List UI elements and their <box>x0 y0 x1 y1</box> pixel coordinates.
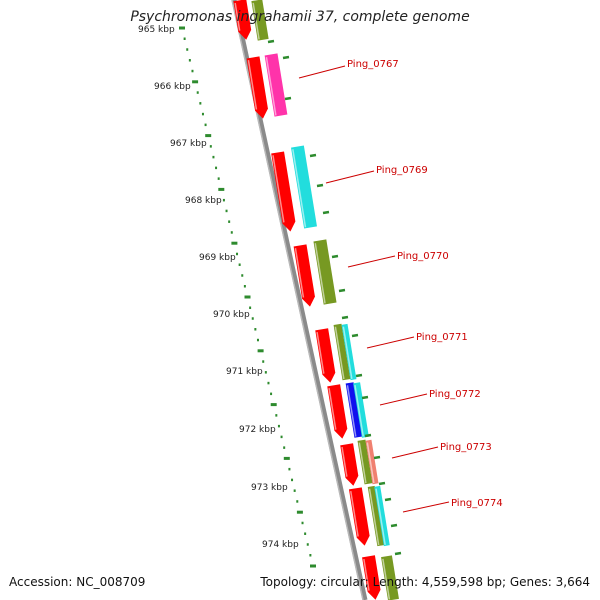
callout-leader-line <box>298 65 346 79</box>
gene-label[interactable]: Ping_0767 <box>347 59 399 70</box>
gene-label[interactable]: Ping_0772 <box>429 389 481 400</box>
gene-block-highlight <box>346 385 357 437</box>
cds-arrow <box>340 443 359 486</box>
gene-block-highlight <box>358 442 367 484</box>
gene-block-highlight <box>334 326 345 380</box>
gene-block-highlight <box>375 488 386 545</box>
ruler-label: 969 kbp <box>199 253 236 263</box>
cds-arrow <box>293 244 315 307</box>
gene-block-highlight <box>366 442 375 484</box>
gene-label[interactable]: Ping_0773 <box>440 442 492 453</box>
cds-arrow-highlight <box>247 60 258 110</box>
ruler-labels: 965 kbp 966 kbp 967 kbp 968 kbp 969 kbp 970 k… <box>138 25 299 550</box>
gene-block-highlight <box>314 243 326 304</box>
gene-label[interactable]: Ping_0771 <box>416 332 468 343</box>
map-title: Psychromonas ingrahamii 37, complete gen… <box>130 9 470 25</box>
feature-tick <box>267 39 275 44</box>
cds-arrow <box>315 328 336 383</box>
ruler-label: 966 kbp <box>154 82 191 92</box>
cds-arrow-highlight <box>234 2 241 31</box>
gene-block-highlight <box>252 2 260 40</box>
gene-block-highlight <box>342 326 353 380</box>
gene-block-highlight <box>292 149 307 228</box>
cds-arrow <box>246 56 268 119</box>
gene-block <box>313 239 337 305</box>
features <box>233 0 402 600</box>
cds-arrow <box>233 0 252 40</box>
cds-arrow-highlight <box>294 248 305 298</box>
feature-tick <box>316 183 324 188</box>
feature-tick <box>331 254 339 259</box>
cds-arrow-highlight <box>341 446 348 477</box>
feature-tick <box>341 315 349 320</box>
feature-tick <box>373 455 381 460</box>
feature-tick <box>338 288 346 293</box>
feature-tick <box>282 55 290 60</box>
feature-tick <box>364 433 372 438</box>
callout-leader-line <box>325 170 375 184</box>
gene-callouts: Ping_0767 Ping_0769 Ping_0770 Ping_0771 Ping… <box>298 59 503 513</box>
cds-arrow <box>348 487 370 546</box>
genome-summary-text: Topology: circular; Length: 4,559,598 bp… <box>260 575 590 589</box>
gene-block-highlight <box>368 488 380 546</box>
cds-arrow <box>362 555 381 600</box>
feature-tick <box>322 210 330 215</box>
cds-arrow-highlight <box>328 388 337 430</box>
callout-leader-line <box>391 446 439 459</box>
feature-tick <box>394 551 402 556</box>
cds-arrow <box>271 151 296 232</box>
gene-label[interactable]: Ping_0774 <box>451 498 503 509</box>
gene-block-highlight <box>382 558 391 600</box>
backbone-highlight <box>231 0 364 600</box>
ruler-label: 970 kbp <box>213 310 250 320</box>
feature-tick <box>361 395 369 400</box>
cds-arrow-highlight <box>363 558 370 591</box>
gene-label[interactable]: Ping_0770 <box>397 251 449 262</box>
callout-leader-line <box>402 501 450 513</box>
gene-block-highlight <box>265 57 277 116</box>
feature-tick <box>378 481 386 486</box>
ruler-label: 974 kbp <box>262 540 299 550</box>
ruler-label: 973 kbp <box>251 483 288 493</box>
feature-tick <box>351 333 359 338</box>
feature-tick <box>309 153 317 158</box>
cds-arrow <box>327 384 348 439</box>
cds-arrow-highlight <box>316 332 325 374</box>
feature-tick <box>284 96 292 101</box>
ruler-label: 965 kbp <box>138 25 175 35</box>
gene-block <box>251 0 269 41</box>
feature-tick <box>384 497 392 502</box>
gene-label[interactable]: Ping_0769 <box>376 165 428 176</box>
feature-tick <box>390 523 398 528</box>
accession-text: Accession: NC_008709 <box>9 575 146 589</box>
ruler-label: 972 kbp <box>239 425 276 435</box>
callout-leader-line <box>347 255 396 268</box>
cds-arrow-highlight <box>350 491 359 537</box>
ruler-label: 967 kbp <box>170 139 207 149</box>
callout-leader-line <box>379 393 428 406</box>
callout-leader-line <box>366 336 415 349</box>
feature-tick <box>355 373 363 378</box>
ruler-label: 971 kbp <box>226 367 263 377</box>
gene-block <box>291 145 317 229</box>
gene-block <box>381 555 399 600</box>
ruler-ticks <box>179 26 316 568</box>
gene-block-highlight <box>354 385 365 437</box>
gene-block <box>264 53 288 117</box>
ruler-label: 968 kbp <box>185 196 222 206</box>
cds-arrow-highlight <box>272 155 285 223</box>
